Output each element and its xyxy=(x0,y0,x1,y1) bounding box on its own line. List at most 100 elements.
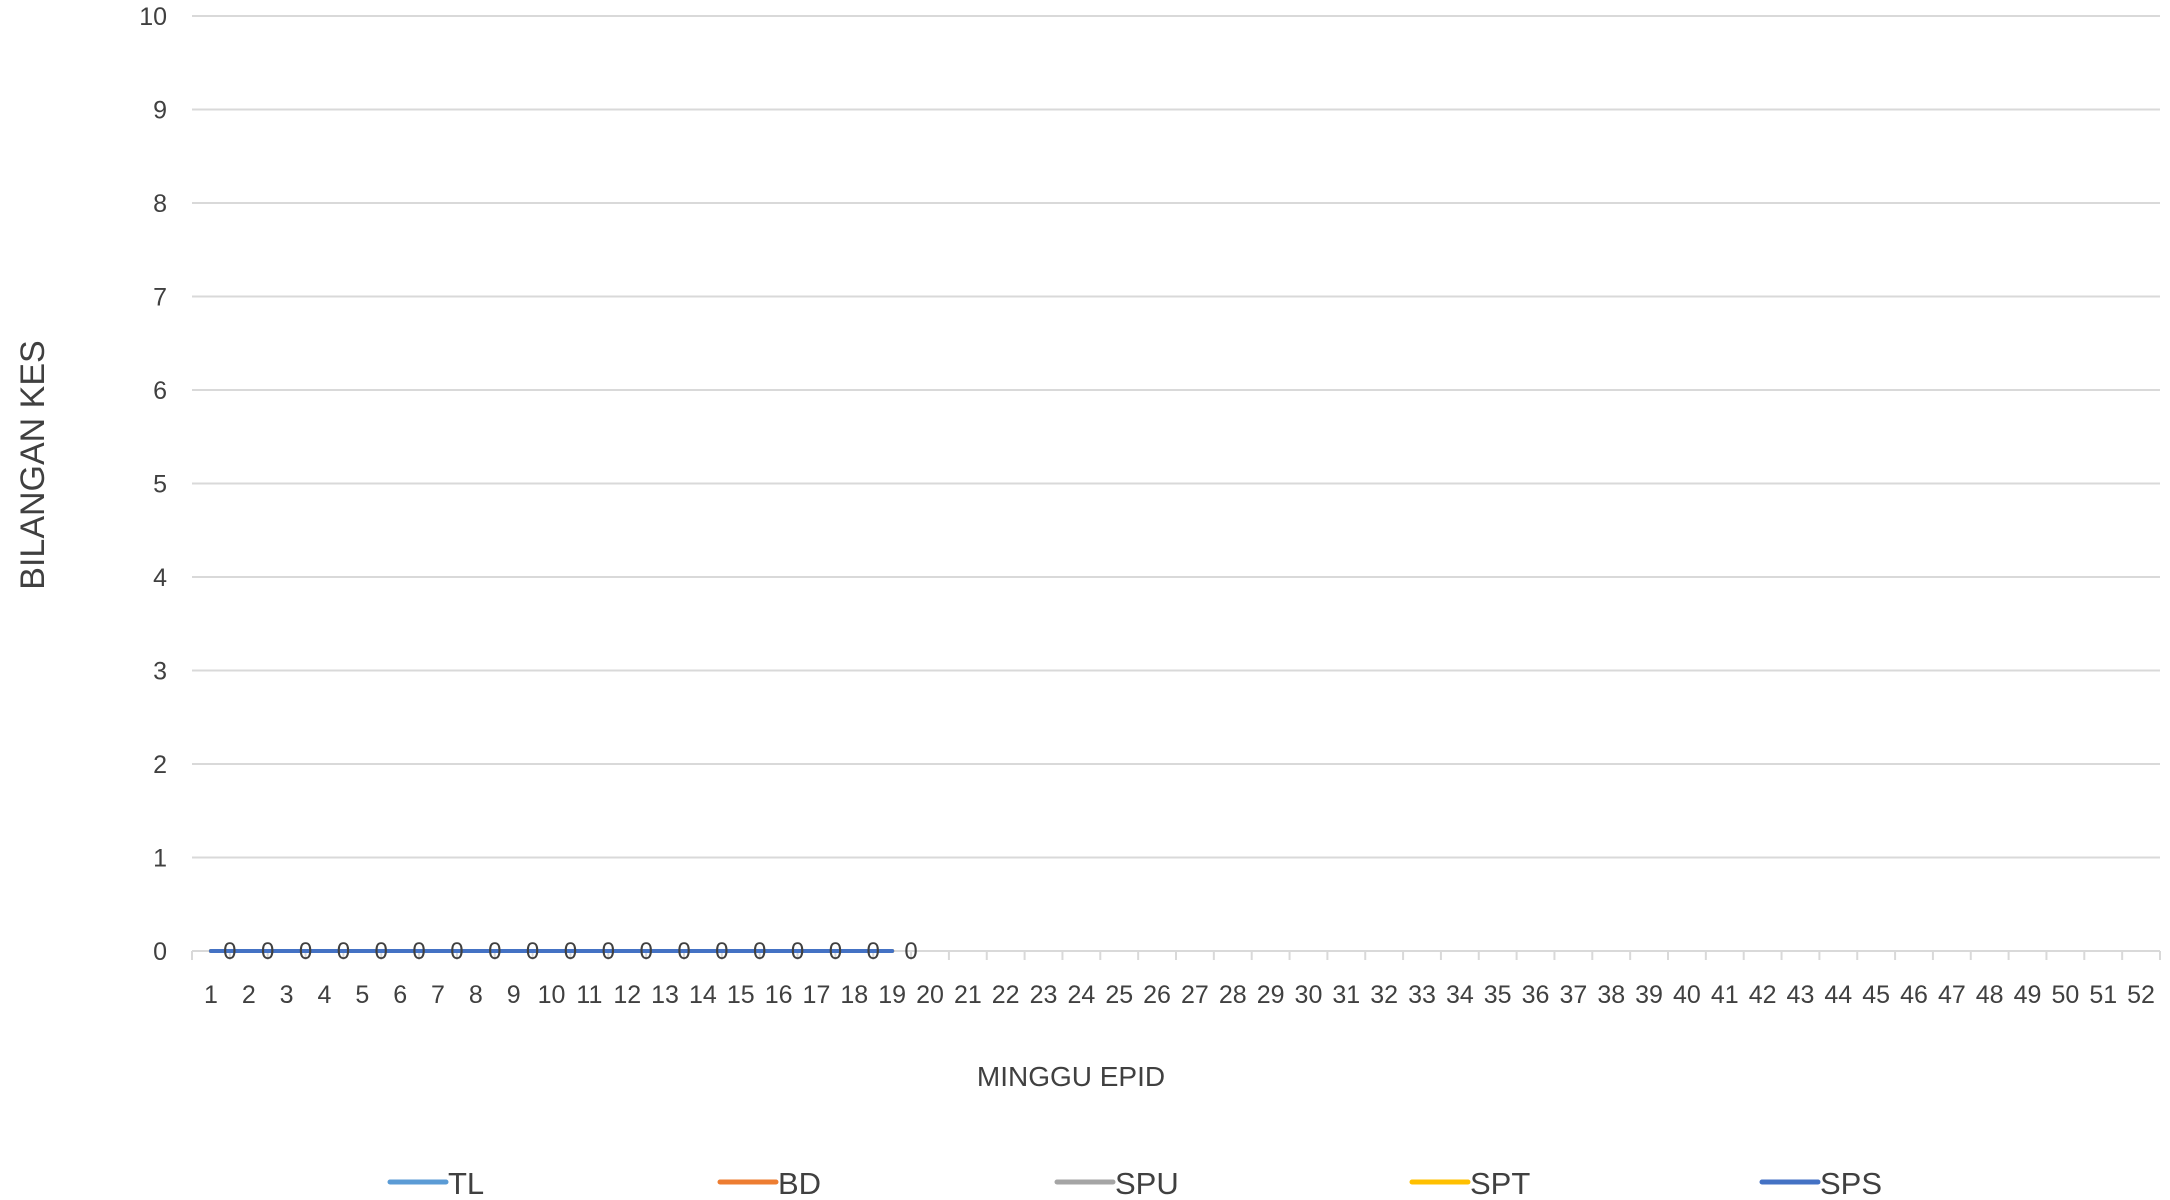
legend-item-sps: SPS xyxy=(1759,1166,1882,1200)
data-label: 0 xyxy=(904,938,917,965)
legend-label: SPS xyxy=(1820,1166,1882,1200)
data-label: 0 xyxy=(602,938,615,965)
data-label: 0 xyxy=(639,938,652,965)
x-tick-label: 37 xyxy=(1559,981,1587,1009)
legend-item-bd: BD xyxy=(717,1166,821,1200)
x-tick-label: 50 xyxy=(2051,981,2079,1009)
data-label: 0 xyxy=(677,938,690,965)
x-axis-tick-labels: 1 2 3 4 5 6 7 8 9 10 11 12 13 14 15 16 17 18 19 20 21 22 23 24 2… xyxy=(204,981,2155,1009)
data-label: 0 xyxy=(526,938,539,965)
x-axis-title: MINGGU EPID xyxy=(977,1061,1165,1092)
x-tick-label: 5 xyxy=(355,981,369,1009)
legend: TL BD SPU SPT SPS xyxy=(387,1166,1882,1200)
x-tick-label: 44 xyxy=(1824,981,1852,1009)
x-tick-label: 43 xyxy=(1787,981,1815,1009)
data-label: 0 xyxy=(299,938,312,965)
y-axis-title: BILANGAN KES xyxy=(14,340,52,589)
y-tick-label: 4 xyxy=(153,564,167,592)
x-tick-label: 42 xyxy=(1749,981,1777,1009)
data-label: 0 xyxy=(867,938,880,965)
x-tick-label: 46 xyxy=(1900,981,1928,1009)
x-tick-label: 13 xyxy=(651,981,679,1009)
legend-label: BD xyxy=(778,1166,821,1200)
x-tick-label: 23 xyxy=(1030,981,1058,1009)
x-tick-label: 18 xyxy=(840,981,868,1009)
x-tick-label: 22 xyxy=(992,981,1020,1009)
y-tick-label: 9 xyxy=(153,97,167,125)
data-label: 0 xyxy=(753,938,766,965)
x-tick-label: 30 xyxy=(1295,981,1323,1009)
x-tick-label: 25 xyxy=(1105,981,1133,1009)
x-tick-label: 4 xyxy=(318,981,332,1009)
x-tick-label: 8 xyxy=(469,981,483,1009)
x-tick-label: 35 xyxy=(1484,981,1512,1009)
x-tick-label: 10 xyxy=(538,981,566,1009)
legend-label: TL xyxy=(448,1166,484,1200)
x-tick-label: 52 xyxy=(2127,981,2155,1009)
data-label: 0 xyxy=(412,938,425,965)
y-tick-label: 10 xyxy=(139,3,167,31)
y-tick-label: 2 xyxy=(153,751,167,779)
x-tick-label: 19 xyxy=(878,981,906,1009)
x-tick-label: 24 xyxy=(1067,981,1095,1009)
x-tick-label: 20 xyxy=(916,981,944,1009)
data-label: 0 xyxy=(791,938,804,965)
y-axis-tick-labels: 0 1 2 3 4 5 6 7 8 9 10 xyxy=(139,3,167,966)
x-tick-label: 45 xyxy=(1862,981,1890,1009)
x-tick-label: 15 xyxy=(727,981,755,1009)
y-tick-label: 5 xyxy=(153,471,167,499)
x-tick-label: 11 xyxy=(576,981,602,1009)
x-tick-label: 48 xyxy=(1976,981,2004,1009)
x-tick-label: 29 xyxy=(1257,981,1285,1009)
x-tick-label: 41 xyxy=(1711,981,1739,1009)
x-tick-label: 39 xyxy=(1635,981,1663,1009)
legend-label: SPU xyxy=(1115,1166,1179,1200)
legend-item-tl: TL xyxy=(387,1166,484,1200)
data-label: 0 xyxy=(375,938,388,965)
x-tick-label: 28 xyxy=(1219,981,1247,1009)
y-tick-label: 8 xyxy=(153,190,167,218)
x-tick-label: 49 xyxy=(2014,981,2042,1009)
x-tick-label: 40 xyxy=(1673,981,1701,1009)
x-tick-label: 27 xyxy=(1181,981,1209,1009)
x-tick-label: 33 xyxy=(1408,981,1436,1009)
x-tick-label: 32 xyxy=(1370,981,1398,1009)
y-tick-label: 1 xyxy=(153,845,167,873)
y-tick-label: 6 xyxy=(153,377,167,405)
data-label: 0 xyxy=(337,938,350,965)
x-tick-label: 34 xyxy=(1446,981,1474,1009)
x-tick-label: 36 xyxy=(1522,981,1550,1009)
x-tick-label: 16 xyxy=(765,981,793,1009)
x-tick-label: 2 xyxy=(242,981,256,1009)
gridlines xyxy=(192,15,2160,859)
x-tick-label: 17 xyxy=(803,981,831,1009)
data-label: 0 xyxy=(261,938,274,965)
data-label: 0 xyxy=(488,938,501,965)
data-label: 0 xyxy=(715,938,728,965)
data-label: 0 xyxy=(223,938,236,965)
data-label: 0 xyxy=(829,938,842,965)
x-tick-label: 12 xyxy=(613,981,641,1009)
x-tick-label: 51 xyxy=(2089,981,2117,1009)
legend-item-spt: SPT xyxy=(1409,1166,1530,1200)
x-tick-label: 3 xyxy=(280,981,294,1009)
x-tick-label: 6 xyxy=(393,981,407,1009)
y-tick-label: 0 xyxy=(153,938,167,966)
x-tick-label: 9 xyxy=(507,981,521,1009)
x-tick-label: 1 xyxy=(204,981,218,1009)
x-tick-label: 26 xyxy=(1143,981,1171,1009)
x-tick-label: 38 xyxy=(1597,981,1625,1009)
data-label: 0 xyxy=(564,938,577,965)
x-tick-label: 47 xyxy=(1938,981,1966,1009)
x-tick-label: 21 xyxy=(954,981,982,1009)
y-tick-label: 3 xyxy=(153,658,167,686)
legend-item-spu: SPU xyxy=(1054,1166,1179,1200)
legend-label: SPT xyxy=(1470,1166,1530,1200)
y-tick-label: 7 xyxy=(153,284,167,312)
data-label: 0 xyxy=(450,938,463,965)
x-tick-label: 7 xyxy=(431,981,445,1009)
x-tick-label: 14 xyxy=(689,981,717,1009)
